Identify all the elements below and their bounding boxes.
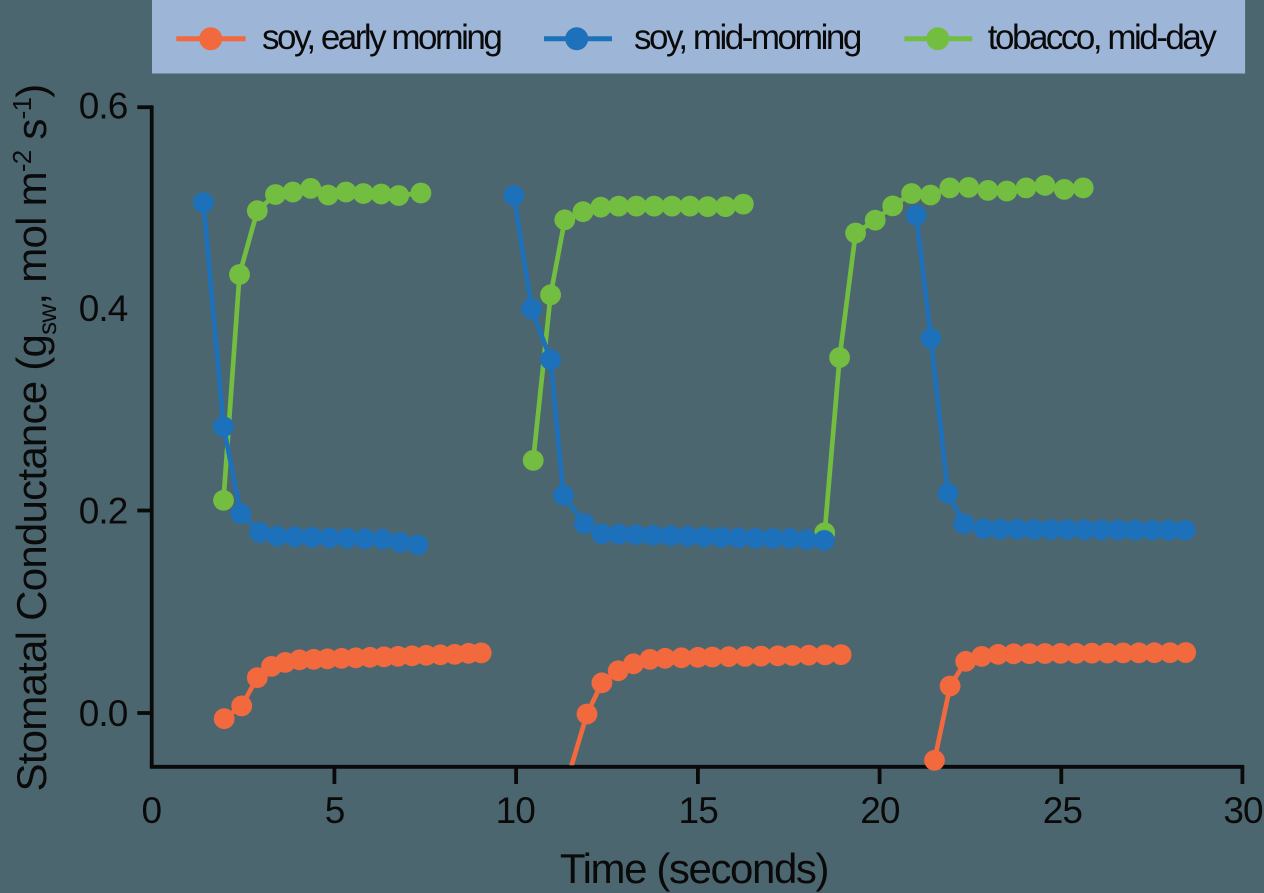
svg-text:15: 15 — [679, 790, 719, 831]
svg-text:0.0: 0.0 — [79, 693, 128, 734]
svg-text:20: 20 — [860, 790, 900, 831]
svg-text:Time (seconds): Time (seconds) — [560, 845, 828, 892]
svg-text:5: 5 — [325, 790, 345, 831]
svg-text:soy, mid-morning: soy, mid-morning — [634, 18, 861, 57]
svg-text:0.2: 0.2 — [79, 491, 128, 532]
svg-text:25: 25 — [1043, 790, 1083, 831]
svg-text:0.4: 0.4 — [79, 288, 128, 329]
svg-text:30: 30 — [1223, 790, 1263, 831]
svg-text:Stomatal Conductance (gsw, mol: Stomatal Conductance (gsw, mol m-2 s-1) — [7, 84, 62, 791]
svg-text:tobacco, mid-day: tobacco, mid-day — [988, 18, 1218, 57]
svg-text:0: 0 — [142, 790, 162, 831]
svg-text:soy, early morning: soy, early morning — [262, 18, 501, 57]
svg-text:10: 10 — [496, 790, 536, 831]
svg-text:0.6: 0.6 — [79, 86, 128, 127]
